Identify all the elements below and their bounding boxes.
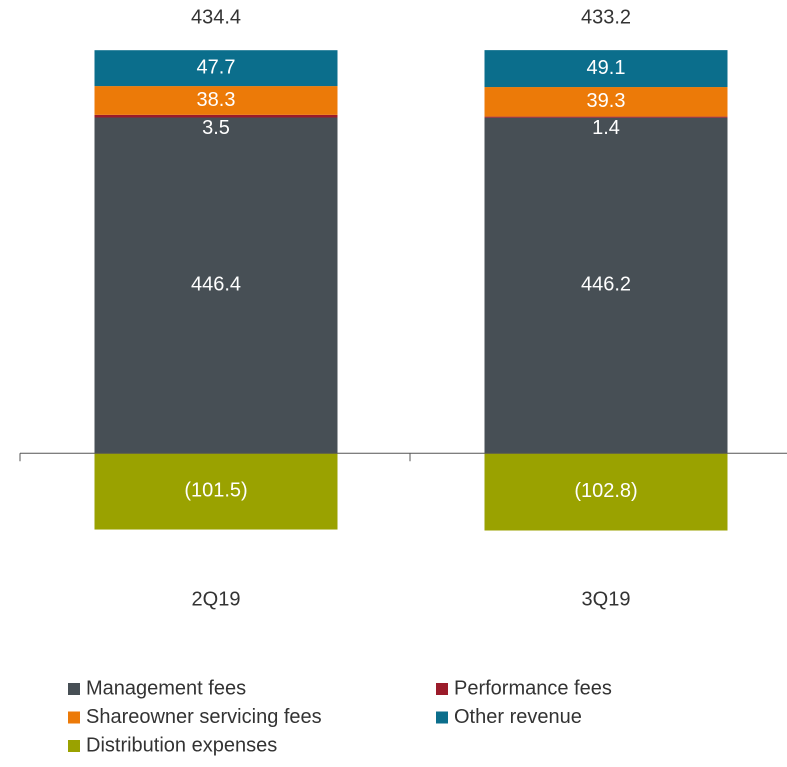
data-label: 446.2 (581, 274, 631, 296)
bar-segment (94, 114, 338, 118)
bar-segment (94, 86, 338, 115)
data-label: 39.3 (587, 90, 626, 112)
data-label: 49.1 (587, 57, 626, 79)
x-tick-label: 3Q19 (582, 588, 631, 610)
legend-swatch (436, 711, 448, 724)
data-label: 1.4 (592, 117, 620, 139)
bar-segment (484, 453, 728, 531)
data-label: 47.7 (197, 56, 236, 78)
bar-segment (484, 87, 728, 117)
bar-segment (484, 117, 728, 454)
data-label: 3.5 (202, 117, 230, 139)
data-label: (102.8) (574, 480, 637, 502)
data-label: 446.4 (191, 274, 241, 296)
data-label: 38.3 (197, 89, 236, 111)
bar-segment (94, 50, 338, 87)
bar-segment (94, 453, 338, 530)
total-label: 434.4 (191, 6, 241, 28)
legend-label: Shareowner servicing fees (86, 706, 322, 728)
legend-label: Distribution expenses (86, 734, 277, 756)
total-label: 433.2 (581, 6, 631, 28)
legend-label: Management fees (86, 677, 246, 699)
data-label: (101.5) (184, 480, 247, 502)
legend-swatch (68, 711, 80, 724)
bar-segment (94, 117, 338, 454)
bar-segment (484, 50, 728, 88)
legend-label: Other revenue (454, 706, 582, 728)
bar-segment (484, 116, 728, 118)
legend-label: Performance fees (454, 677, 612, 699)
legend-swatch (68, 740, 80, 752)
legend-swatch (68, 683, 80, 695)
legend-swatch (436, 683, 448, 695)
x-tick-label: 2Q19 (192, 588, 241, 610)
